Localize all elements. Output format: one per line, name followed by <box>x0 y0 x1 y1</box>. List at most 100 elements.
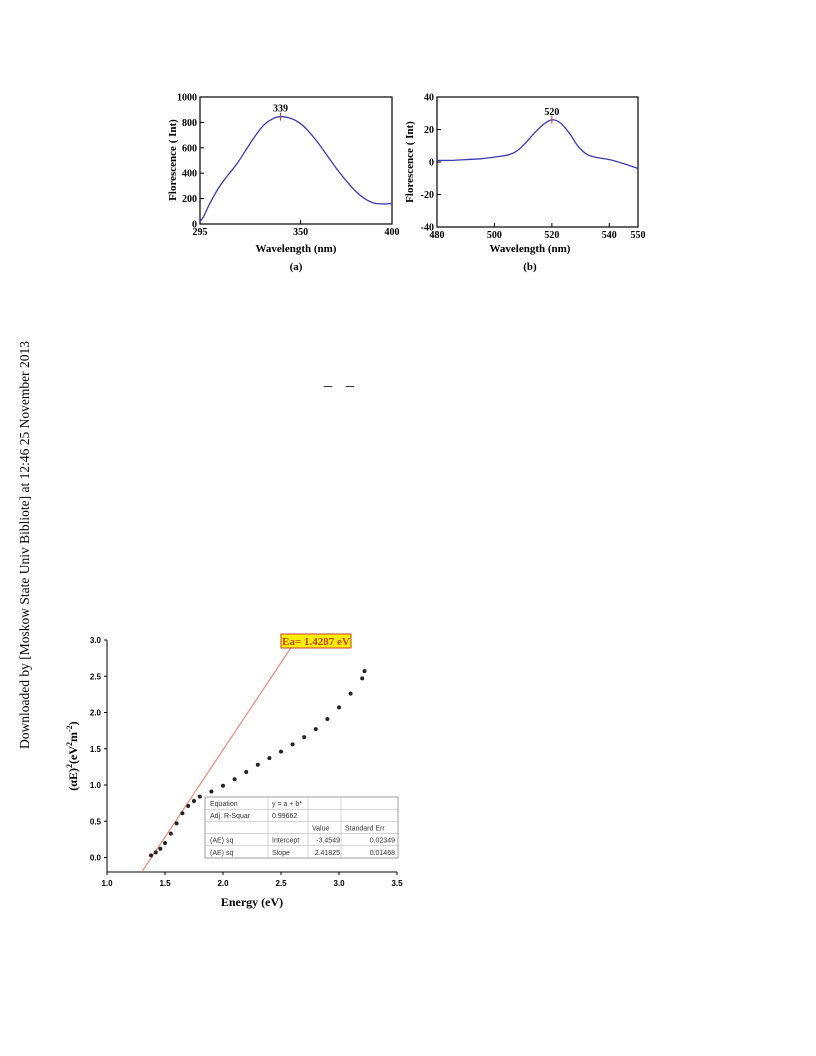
a-ytick-label: 400 <box>182 169 197 180</box>
b-ytick-label: 0 <box>429 158 434 169</box>
c-data-point <box>255 762 260 767</box>
c-data-point <box>244 769 249 774</box>
a-xtick-label: 350 <box>293 227 308 238</box>
chart-a-line <box>199 116 393 222</box>
chart-a-panel-label: (a) <box>290 261 303 273</box>
c-ytick-label: 3.0 <box>90 636 102 645</box>
c-ytick-label: 0.0 <box>90 854 102 863</box>
chart-b-xlabel: Wavelength (nm) <box>490 243 571 255</box>
fit-table-cell: 2.41825 <box>315 850 340 857</box>
c-data-point <box>149 853 154 858</box>
c-data-point <box>267 756 272 761</box>
fit-table-cell: Standard Err <box>345 825 385 832</box>
c-data-point <box>348 691 353 696</box>
chart-b-panel-label: (b) <box>523 261 537 273</box>
c-xtick-label: 1.5 <box>159 879 171 888</box>
fit-table-cell: 0.99662 <box>272 813 297 820</box>
b-xtick-label: 500 <box>487 230 502 241</box>
fit-table-frame <box>204 796 399 859</box>
c-ytick-label: 2.0 <box>90 709 102 718</box>
fit-table-cell: Value <box>312 825 329 832</box>
fit-table-cell: 0.01468 <box>370 850 395 857</box>
a-ytick-label: 200 <box>182 194 197 205</box>
ea-annotation-text: Ea= 1.4287 eV <box>282 636 350 648</box>
b-ytick-label: 40 <box>424 93 434 104</box>
fit-table-cell: Slope <box>272 850 290 857</box>
chart-b-line <box>436 119 639 170</box>
chart-b-peak-label: 520 <box>544 107 559 118</box>
ylabel-part-b: 2 <box>65 764 74 768</box>
a-xtick-label: 295 <box>193 227 208 238</box>
c-data-point <box>290 742 295 747</box>
chart-c-xlabel: Energy (eV) <box>221 895 283 909</box>
c-data-point <box>279 749 283 754</box>
chart-b: 480 500 520 540 550 -40 -20 0 20 40 520 Wavelengt… <box>404 93 646 274</box>
c-data-point <box>209 789 214 794</box>
ylabel-part-f: -2 <box>65 725 74 732</box>
c-data-point <box>174 821 179 826</box>
c-data-point <box>302 735 307 740</box>
b-xtick-label: 520 <box>544 230 559 241</box>
a-ytick-label: 800 <box>182 118 197 129</box>
fit-table-cell: y = a + b* <box>272 801 302 808</box>
ylabel-part-e: m <box>66 732 80 742</box>
b-ytick-label: -20 <box>421 190 434 201</box>
c-xtick-label: 1.0 <box>101 879 113 888</box>
c-data-point <box>186 804 191 809</box>
c-data-point <box>192 798 196 803</box>
chart-a: 295 350 400 0 200 400 600 800 1000 339 Wavelengt… <box>167 93 400 274</box>
c-data-point <box>337 705 341 710</box>
fit-table-cell: (AE) sq <box>210 838 233 845</box>
chart-b-frame <box>436 96 639 228</box>
c-data-point <box>168 831 173 836</box>
c-xtick-label: 3.0 <box>333 879 345 888</box>
c-data-point <box>221 783 225 788</box>
c-ytick-label: 0.5 <box>90 817 102 826</box>
dash-mark-1 <box>324 386 332 387</box>
c-ytick-label: 1.0 <box>90 781 102 790</box>
c-ytick-label: 1.5 <box>90 745 102 754</box>
fit-table-cell: (AE) sq <box>210 850 233 857</box>
a-xtick-label: 400 <box>385 227 400 238</box>
chart-c: 1.0 1.5 2.0 2.5 3.0 3.50.00.51.01.52.02.53.0 … <box>65 633 403 909</box>
chart-b-ylabel: Florescence ( Int) <box>404 121 416 203</box>
b-ytick-label: 20 <box>424 125 434 136</box>
chart-a-peak-label: 339 <box>273 104 288 115</box>
c-data-point <box>313 727 318 732</box>
c-data-point <box>360 676 365 681</box>
fit-table-cell: Adj. R-Squar <box>210 813 251 820</box>
c-ytick-label: 2.5 <box>90 672 102 681</box>
ea-annotation: Ea= 1.4287 eV <box>280 633 352 649</box>
ea-annotation-box <box>280 633 352 649</box>
b-xtick-label: 540 <box>602 230 617 241</box>
dash-mark-2 <box>346 386 354 387</box>
c-xtick-label: 2.0 <box>217 879 229 888</box>
c-xtick-label: 3.5 <box>391 879 403 888</box>
c-data-point <box>180 811 185 816</box>
c-xtick-label: 2.5 <box>275 879 287 888</box>
chart-a-xlabel: Wavelength (nm) <box>256 243 337 255</box>
c-data-point <box>197 794 202 799</box>
chart-a-ylabel: Florescence ( Int) <box>167 119 179 201</box>
c-data-point <box>232 777 237 782</box>
a-ytick-label: 1000 <box>177 93 197 104</box>
b-xtick-label: 550 <box>631 230 646 241</box>
b-xtick-label: 480 <box>430 230 445 241</box>
b-ytick-label: -40 <box>421 223 434 234</box>
fit-table-cell: Intercept <box>272 838 299 845</box>
ylabel-part-a: (αE) <box>66 768 80 791</box>
c-data-point <box>163 841 167 845</box>
a-ytick-label: 0 <box>192 220 197 231</box>
fit-table-cell: Equation <box>210 801 238 808</box>
c-data-point <box>362 669 367 674</box>
c-data-point <box>153 850 158 855</box>
fit-table: Equation y = a + b* Adj. R-Squar 0.99662 Val… <box>204 796 399 859</box>
ylabel-part-g: ) <box>66 721 80 725</box>
fit-table-cell: -3.4549 <box>316 838 340 845</box>
ylabel-part-d: 2 <box>65 742 74 746</box>
ylabel-part-c: (eV <box>66 746 80 764</box>
chart-a-frame <box>199 96 393 225</box>
a-ytick-label: 600 <box>182 143 197 154</box>
chart-c-ylabel: (αE)2(eV2m-2) <box>65 721 80 790</box>
